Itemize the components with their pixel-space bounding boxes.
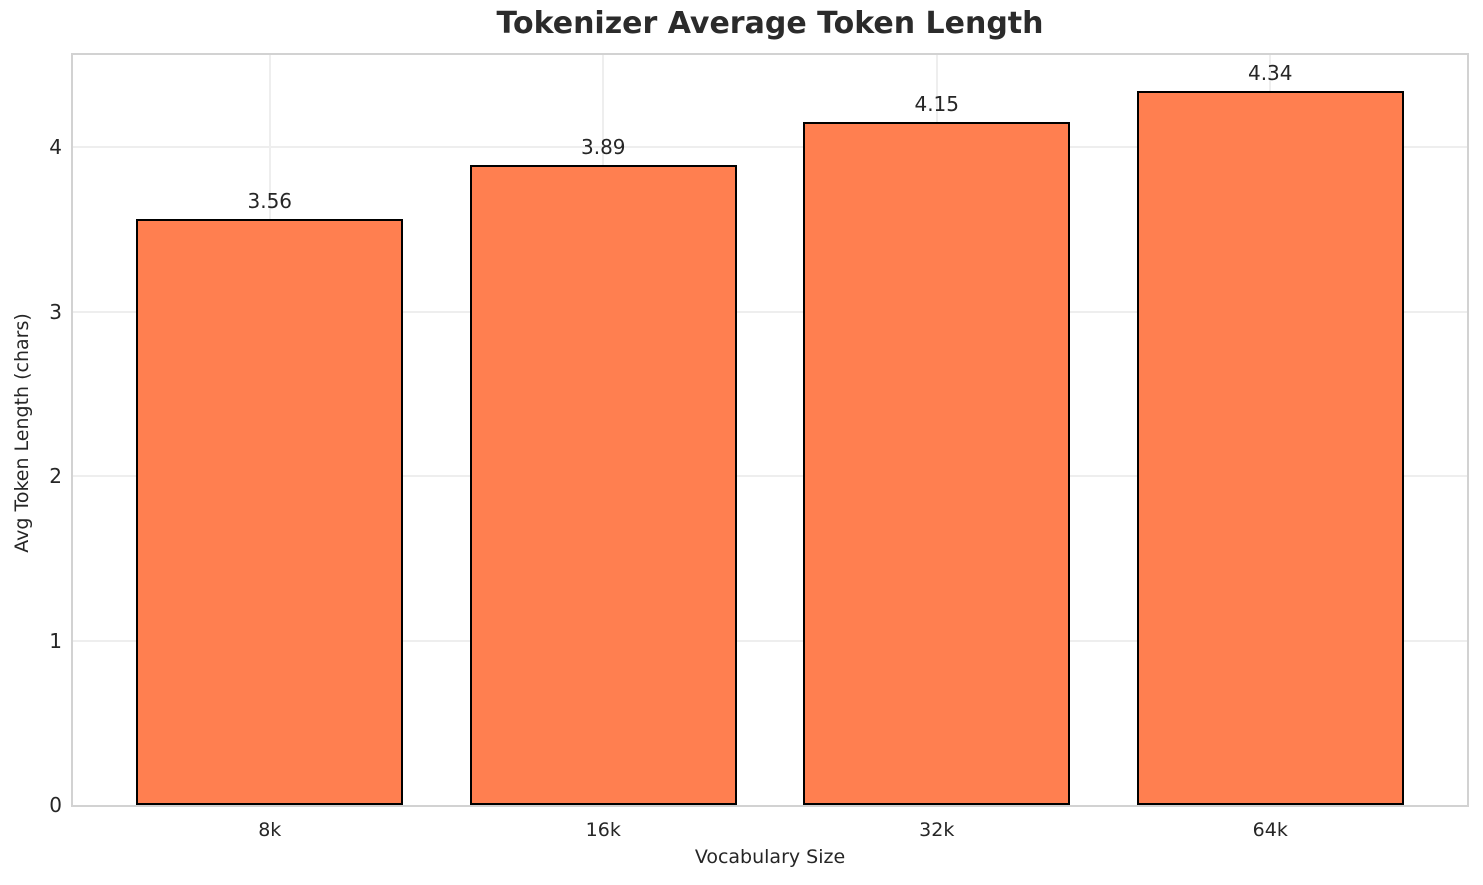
y-tick-label: 2: [49, 464, 62, 489]
chart-title: Tokenizer Average Token Length: [496, 6, 1044, 41]
bar: [136, 219, 404, 805]
y-tick-label: 1: [49, 628, 62, 653]
bar-value-label: 4.15: [914, 92, 959, 117]
bar-value-label: 4.34: [1247, 61, 1293, 86]
x-tick-label: 64k: [1252, 819, 1288, 841]
y-tick-label: 0: [49, 793, 62, 817]
x-tick-label: 32k: [919, 819, 955, 841]
horizontal-gridline: [73, 475, 1467, 478]
bar: [803, 122, 1071, 805]
x-axis-title: Vocabulary Size: [694, 846, 846, 868]
y-axis-title: Avg Token Length (chars): [11, 313, 33, 553]
horizontal-gridline: [73, 146, 1467, 149]
bar-value-label: 3.89: [580, 135, 626, 160]
horizontal-gridline: [73, 639, 1467, 642]
y-tick-label: 3: [49, 299, 62, 324]
y-tick-label: 4: [49, 135, 62, 160]
bar: [469, 165, 737, 805]
x-tick-label: 8k: [258, 819, 282, 841]
bar-value-label: 3.56: [247, 189, 293, 214]
x-tick-label: 16k: [585, 819, 621, 841]
bar: [1136, 91, 1404, 805]
plot-area: 3.56 3.89 4.15 4.34 0 1 2 3 4 8k 16k 32k 64k: [49, 53, 1469, 841]
horizontal-gridline: [73, 310, 1467, 313]
